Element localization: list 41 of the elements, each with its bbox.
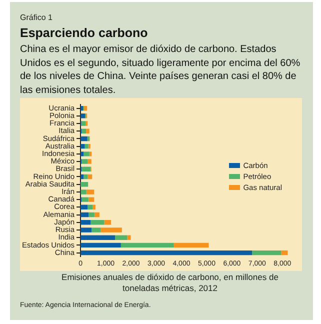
bar	[174, 242, 209, 248]
bar	[84, 174, 88, 180]
bar	[80, 220, 91, 225]
bar	[120, 242, 174, 248]
bar	[92, 228, 100, 232]
bar	[80, 242, 121, 248]
bar	[88, 174, 92, 180]
bar	[82, 166, 91, 172]
bar	[92, 204, 96, 210]
bar	[88, 204, 93, 210]
text: Gráfico 1	[20, 13, 52, 22]
x-axis-title: Emisiones anuales de dióxido de carbono, en millones de toneladas métricas, 2012	[60, 272, 280, 294]
bar	[100, 228, 122, 232]
bar	[80, 190, 86, 194]
bar	[89, 152, 92, 156]
bar	[84, 144, 88, 149]
bar	[127, 235, 131, 240]
bar	[82, 128, 86, 134]
bar	[90, 220, 104, 225]
bar	[281, 250, 288, 256]
bar	[80, 250, 252, 256]
bar	[80, 114, 86, 118]
bar	[84, 152, 90, 156]
chart-title: Esparciendo carbono	[20, 26, 148, 40]
bar	[88, 159, 92, 164]
bar	[82, 197, 88, 202]
bar	[84, 106, 88, 111]
bar	[86, 128, 90, 134]
bar	[82, 159, 88, 164]
bar	[104, 220, 112, 225]
bar	[88, 212, 94, 218]
bar	[81, 121, 86, 126]
bar	[88, 197, 94, 202]
bar	[252, 250, 282, 256]
bar	[80, 136, 88, 142]
bar	[80, 235, 116, 240]
bar	[115, 235, 128, 240]
bar	[86, 190, 94, 194]
chart-subtitle: China es el mayor emisor de dióxido de carbono. Estados Unidos es el segundo, situado ligeramente por encima del 60% de los niveles de China. Veinte países generan casi el 80% de las emisiones totales.	[20, 43, 302, 97]
bar	[80, 228, 92, 232]
bar	[94, 212, 100, 218]
